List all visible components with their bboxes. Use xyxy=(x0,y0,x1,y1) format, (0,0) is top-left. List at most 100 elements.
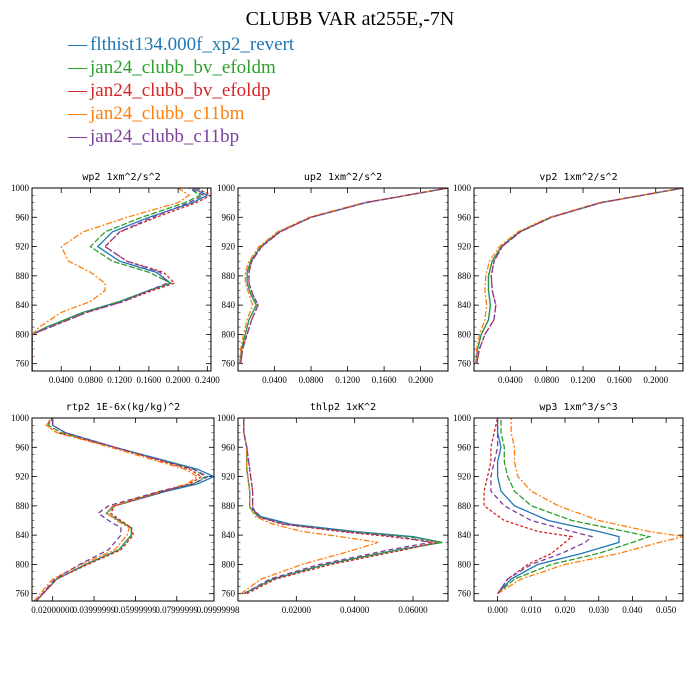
legend-line-marker: — xyxy=(68,80,87,101)
series-line xyxy=(243,418,443,595)
legend-label: jan24_clubb_bv_efoldp xyxy=(90,80,271,101)
x-tick-label: 0.02000000 xyxy=(31,605,74,615)
y-tick-label: 880 xyxy=(222,501,236,511)
y-tick-label: 760 xyxy=(458,589,472,599)
plot-frame xyxy=(237,417,449,602)
y-tick-label: 800 xyxy=(16,329,30,339)
y-tick-label: 920 xyxy=(458,472,472,482)
chart-panel: wp2 1xm^2/s^2 760 800 840 880 920 960 1000 0.040… xyxy=(11,172,220,385)
x-tick-label: 0.1200 xyxy=(571,375,596,385)
y-tick-label: 760 xyxy=(16,359,30,369)
plot-frame xyxy=(31,417,215,602)
y-tick-label: 840 xyxy=(16,300,30,310)
y-tick-label: 960 xyxy=(16,442,30,452)
legend-item: — jan24_clubb_c11bm xyxy=(68,102,294,125)
plot-frame xyxy=(473,187,684,372)
y-tick-label: 760 xyxy=(16,589,30,599)
y-tick-label: 920 xyxy=(16,472,30,482)
y-tick-label: 880 xyxy=(458,501,472,511)
y-tick-label: 880 xyxy=(222,271,236,281)
series-line xyxy=(243,418,443,595)
series-line xyxy=(490,418,594,595)
series-line xyxy=(476,188,683,364)
series-line xyxy=(240,188,448,364)
x-tick-label: 0.2400 xyxy=(195,375,220,385)
series-line xyxy=(483,418,574,595)
legend-line-marker: — xyxy=(68,34,87,55)
panel-title: up2 1xm^2/s^2 xyxy=(304,172,382,183)
y-tick-label: 920 xyxy=(222,242,236,252)
figure-title: CLUBB VAR at255E,-7N xyxy=(245,8,455,30)
y-tick-label: 1000 xyxy=(217,183,236,193)
series-line xyxy=(239,188,448,364)
legend-line-marker: — xyxy=(68,126,87,147)
x-tick-label: 0.2000 xyxy=(643,375,668,385)
y-tick-label: 1000 xyxy=(453,183,472,193)
x-tick-label: 0.0800 xyxy=(299,375,324,385)
x-tick-label: 0.07999999 xyxy=(155,605,198,615)
series-line xyxy=(32,188,202,371)
plot-frame xyxy=(473,417,684,602)
panel-title: thlp2 1xK^2 xyxy=(310,402,376,413)
y-tick-label: 800 xyxy=(458,559,472,569)
series-line xyxy=(243,418,437,595)
x-tick-label: 0.0800 xyxy=(534,375,559,385)
series-line xyxy=(475,188,683,364)
legend-label: jan24_clubb_bv_efoldm xyxy=(90,57,276,78)
legend-line-marker: — xyxy=(68,103,87,124)
x-tick-label: 0.1200 xyxy=(107,375,132,385)
legend-label: flthist134.000f_xp2_revert xyxy=(90,34,295,55)
y-tick-label: 840 xyxy=(222,530,236,540)
series-line xyxy=(476,188,683,364)
series-line xyxy=(33,418,199,601)
x-tick-label: 0.09999998 xyxy=(197,605,240,615)
panel-title: wp2 1xm^2/s^2 xyxy=(82,172,160,183)
x-tick-label: 0.000 xyxy=(487,605,508,615)
y-tick-label: 840 xyxy=(458,530,472,540)
chart-panel: vp2 1xm^2/s^2 760 800 840 880 920 960 1000 0.040… xyxy=(453,172,684,385)
x-tick-label: 0.1600 xyxy=(607,375,632,385)
x-tick-label: 0.1600 xyxy=(137,375,162,385)
y-tick-label: 920 xyxy=(458,242,472,252)
legend-label: jan24_clubb_c11bm xyxy=(90,103,245,124)
series-line xyxy=(475,188,683,364)
y-tick-label: 880 xyxy=(16,501,30,511)
x-tick-label: 0.1600 xyxy=(372,375,397,385)
y-tick-label: 1000 xyxy=(453,413,472,423)
series-line xyxy=(35,418,210,601)
y-tick-label: 800 xyxy=(222,329,236,339)
legend: — flthist134.000f_xp2_revert — jan24_clubb… xyxy=(68,33,294,148)
series-line xyxy=(239,188,448,364)
series-line xyxy=(240,418,379,595)
legend-item: — flthist134.000f_xp2_revert xyxy=(68,33,294,56)
x-tick-label: 0.040 xyxy=(622,605,643,615)
y-tick-label: 1000 xyxy=(11,413,30,423)
x-tick-label: 0.010 xyxy=(521,605,542,615)
series-line xyxy=(32,188,206,371)
x-tick-label: 0.04000 xyxy=(340,605,370,615)
y-tick-label: 840 xyxy=(458,300,472,310)
panel-title: wp3 1xm^3/s^3 xyxy=(539,402,617,413)
series-line xyxy=(32,188,209,371)
y-tick-label: 960 xyxy=(222,442,236,452)
x-tick-label: 0.1200 xyxy=(335,375,360,385)
x-tick-label: 0.03999999 xyxy=(73,605,116,615)
y-tick-label: 920 xyxy=(222,472,236,482)
y-tick-label: 840 xyxy=(222,300,236,310)
y-tick-label: 1000 xyxy=(11,183,30,193)
y-tick-label: 840 xyxy=(16,530,30,540)
chart-panel: thlp2 1xK^2 760 800 840 880 920 960 1000 0.02000… xyxy=(217,402,449,615)
series-line xyxy=(475,188,683,364)
x-tick-label: 0.0800 xyxy=(78,375,103,385)
chart-panel: wp3 1xm^3/s^3 760 800 840 880 920 960 1000 0.000… xyxy=(453,402,684,615)
plot-frame xyxy=(237,187,449,372)
x-tick-label: 0.06000 xyxy=(398,605,428,615)
series-line xyxy=(35,418,207,601)
y-tick-label: 960 xyxy=(458,212,472,222)
x-tick-label: 0.2000 xyxy=(408,375,433,385)
series-line xyxy=(243,418,431,595)
legend-line-marker: — xyxy=(68,57,87,78)
x-tick-label: 0.0400 xyxy=(498,375,523,385)
y-tick-label: 960 xyxy=(222,212,236,222)
